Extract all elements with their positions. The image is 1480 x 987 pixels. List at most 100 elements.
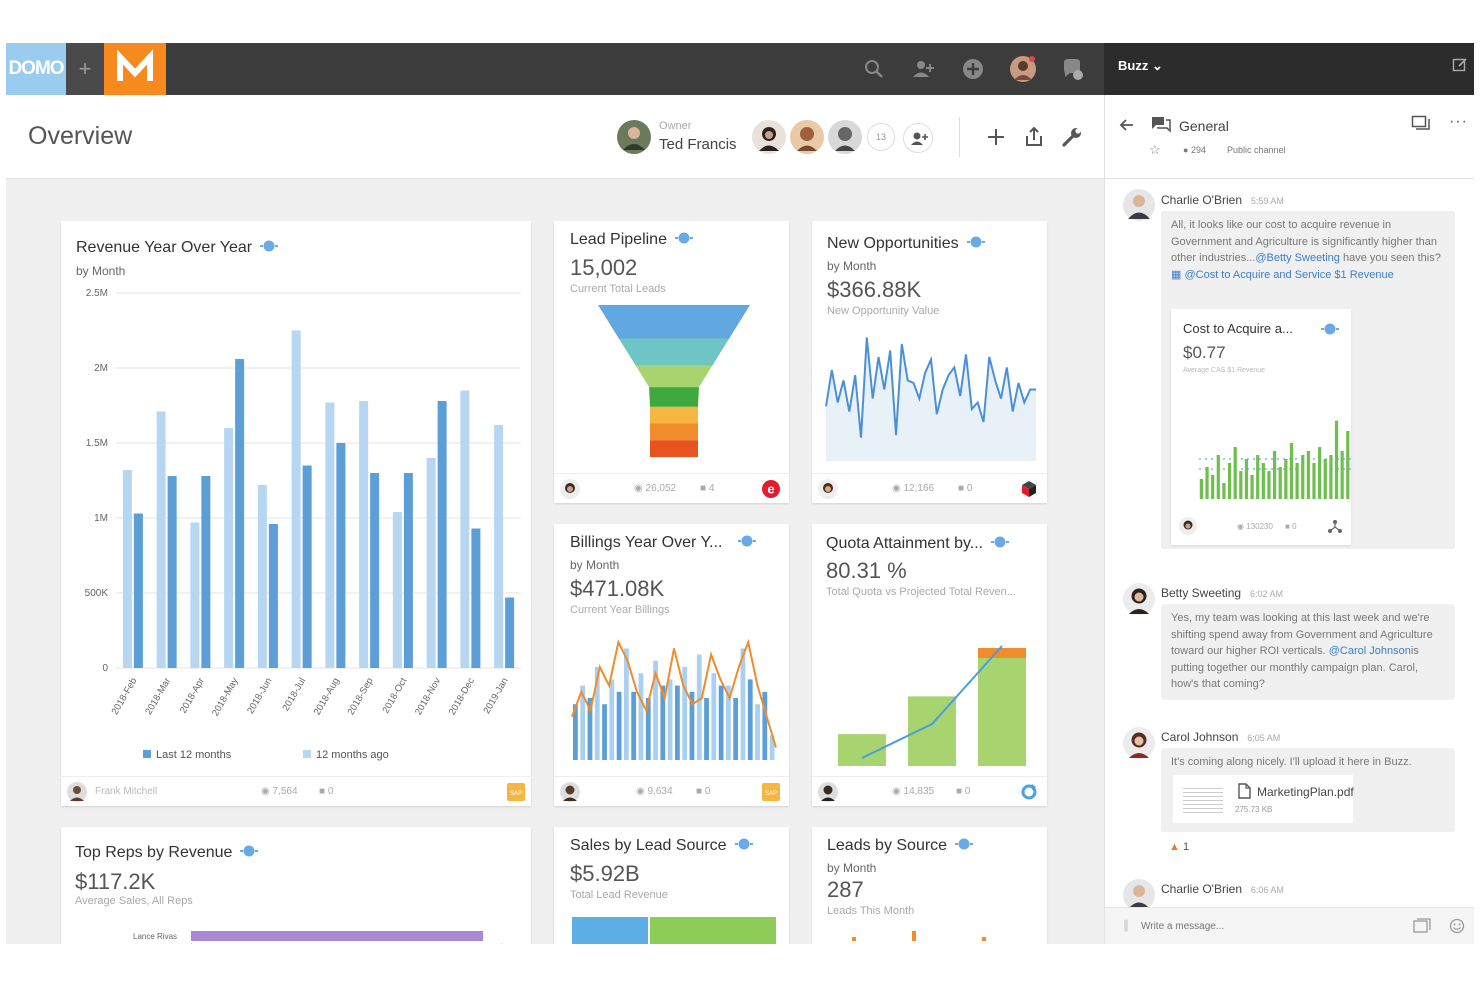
cost-bar (1334, 420, 1339, 499)
mention-link[interactable]: @Carol Johnson (1328, 645, 1411, 657)
share-icon[interactable] (1022, 125, 1046, 149)
add-circle-icon[interactable] (959, 55, 987, 83)
comment-icon: ■ (700, 483, 707, 494)
like-reaction[interactable]: ▲ 1 (1169, 841, 1190, 853)
message-input[interactable] (1141, 916, 1401, 936)
funnel-stage (650, 440, 698, 457)
file-name[interactable]: MarketingPlan.pdf (1257, 785, 1354, 799)
message-author[interactable]: Carol Johnson (1161, 730, 1239, 744)
card-leads-by-source[interactable]: Leads by Source by Month 287 Leads This … (812, 827, 1047, 944)
quota-combo-chart[interactable] (812, 608, 1047, 773)
buzz-dropdown[interactable]: Buzz ⌄ (1118, 58, 1163, 74)
user-avatar[interactable] (1179, 517, 1197, 535)
buzz-panel: General ☆ ● 294 Public channel ··· Charl… (1104, 95, 1474, 944)
add-card-icon[interactable] (984, 125, 1008, 149)
revenue-bar-chart[interactable]: 0 500K 1M 1.5M 2M 2.5M 2018-Feb 2018-Mar 2018-Ap… (61, 276, 531, 756)
member-count[interactable]: ● 294 (1183, 145, 1206, 155)
star-icon[interactable]: ☆ (1149, 142, 1161, 157)
attach-icon[interactable]: ∥ (1123, 918, 1129, 932)
legend-last-12-months[interactable]: Last 12 months (143, 749, 231, 761)
message-author[interactable]: Charlie O'Brien (1161, 193, 1242, 207)
mention-link[interactable]: @Betty Sweeting (1255, 252, 1340, 264)
card-lead-pipeline[interactable]: Lead Pipeline 15,002 Current Total Leads… (554, 221, 789, 503)
certified-icon (991, 536, 1010, 548)
message-header: Charlie O'Brien 5:59 AM (1161, 191, 1284, 209)
m-logo[interactable] (104, 43, 166, 95)
owner-avatar[interactable] (617, 120, 651, 154)
member-avatar[interactable] (828, 120, 862, 154)
more-options-icon[interactable]: ··· (1449, 113, 1468, 130)
user-avatar[interactable] (67, 782, 87, 802)
funnel-chart[interactable] (554, 305, 789, 465)
back-arrow-icon[interactable] (1119, 117, 1135, 133)
comment-count[interactable]: ■ 4 (700, 483, 715, 494)
treemap-tile[interactable] (650, 917, 776, 944)
cost-bar (1250, 475, 1254, 499)
axis-line (501, 943, 502, 944)
threads-icon[interactable] (1411, 115, 1431, 133)
card-revenue-year-over-year[interactable]: Revenue Year Over Year by Month 0 500K 1M 1… (61, 221, 531, 806)
card-top-reps-by-revenue[interactable]: Top Reps by Revenue $117.2K Average Sale… (61, 827, 531, 944)
add-card-icon[interactable] (1413, 918, 1431, 934)
comment-icon: ■ (956, 786, 963, 797)
avatar[interactable] (1123, 189, 1155, 221)
comment-count[interactable]: ■ 0 (956, 786, 971, 797)
svg-text:SAP: SAP (765, 791, 777, 797)
billing-bar (740, 648, 746, 760)
card-quota-attainment[interactable]: Quota Attainment by... 80.31 % Total Quo… (812, 524, 1047, 806)
billings-combo-chart[interactable] (554, 624, 789, 774)
member-count[interactable]: 13 (867, 123, 895, 151)
member-avatar[interactable] (790, 120, 824, 154)
shared-card-cost-to-acquire[interactable]: Cost to Acquire a... $0.77 Average CAS $… (1171, 309, 1351, 545)
user-avatar[interactable] (818, 479, 838, 499)
sap-connector-icon: SAP (762, 783, 780, 801)
user-avatar[interactable] (1009, 55, 1037, 83)
message-author[interactable]: Charlie O'Brien (1161, 882, 1242, 896)
treemap-tile[interactable] (572, 917, 648, 944)
channel-name[interactable]: General (1179, 118, 1229, 134)
cost-bar (1278, 467, 1282, 499)
avatar[interactable] (1123, 583, 1155, 615)
card-new-opportunities[interactable]: New Opportunities by Month $366.88K New … (812, 221, 1047, 503)
legend-12-months-ago[interactable]: 12 months ago (303, 749, 389, 761)
dashboard-main: Overview Owner Ted Francis 13 (6, 95, 1104, 944)
card-sales-by-lead-source[interactable]: Sales by Lead Source $5.92B Total Lead R… (554, 827, 789, 944)
y-tick-label: 1.5M (86, 438, 108, 449)
x-tick-label: 2019-Jan (481, 676, 510, 716)
user-avatar[interactable] (560, 782, 580, 802)
add-button[interactable]: + (66, 43, 104, 95)
card-link[interactable]: @Cost to Acquire and Service $1 Revenue (1184, 268, 1394, 281)
card-description: Leads This Month (827, 905, 915, 917)
compose-icon[interactable] (1452, 57, 1468, 73)
chart-mark (852, 937, 856, 941)
domo-logo[interactable]: DOMO (6, 43, 66, 95)
chart-mark (912, 931, 916, 941)
emoji-icon[interactable] (1449, 918, 1465, 934)
member-avatar[interactable] (752, 120, 786, 154)
comment-count[interactable]: ■ 0 (319, 786, 334, 797)
bar-12-months-ago (426, 458, 436, 668)
wrench-icon[interactable] (1060, 125, 1084, 149)
add-user-icon[interactable] (910, 55, 938, 83)
comment-count[interactable]: ■ 0 (696, 786, 711, 797)
comment-count[interactable]: ■ 0 (958, 483, 973, 494)
cost-bar (1205, 467, 1209, 499)
owner-name[interactable]: Ted Francis (659, 136, 737, 153)
user-avatar[interactable] (560, 479, 580, 499)
search-icon[interactable] (860, 55, 888, 83)
add-member-button[interactable] (903, 123, 933, 153)
file-attachment[interactable]: MarketingPlan.pdf 275.73 KB (1173, 775, 1354, 823)
rep-bar[interactable] (191, 931, 483, 941)
buzz-chat-icon[interactable] (1058, 55, 1086, 83)
card-title: Lead Pipeline (570, 231, 695, 249)
comment-count[interactable]: ■ 0 (1285, 522, 1297, 531)
certified-icon (738, 535, 757, 547)
user-avatar[interactable] (818, 782, 838, 802)
message-author[interactable]: Betty Sweeting (1161, 586, 1242, 600)
card-billings-year-over-year[interactable]: Billings Year Over Y... by Month $471.08… (554, 524, 789, 806)
cost-bar (1346, 431, 1350, 499)
opportunity-line-chart[interactable] (812, 321, 1047, 471)
cost-bar-chart[interactable] (1171, 401, 1351, 501)
message-header: Carol Johnson 6:05 AM (1161, 728, 1280, 746)
avatar[interactable] (1123, 727, 1155, 759)
